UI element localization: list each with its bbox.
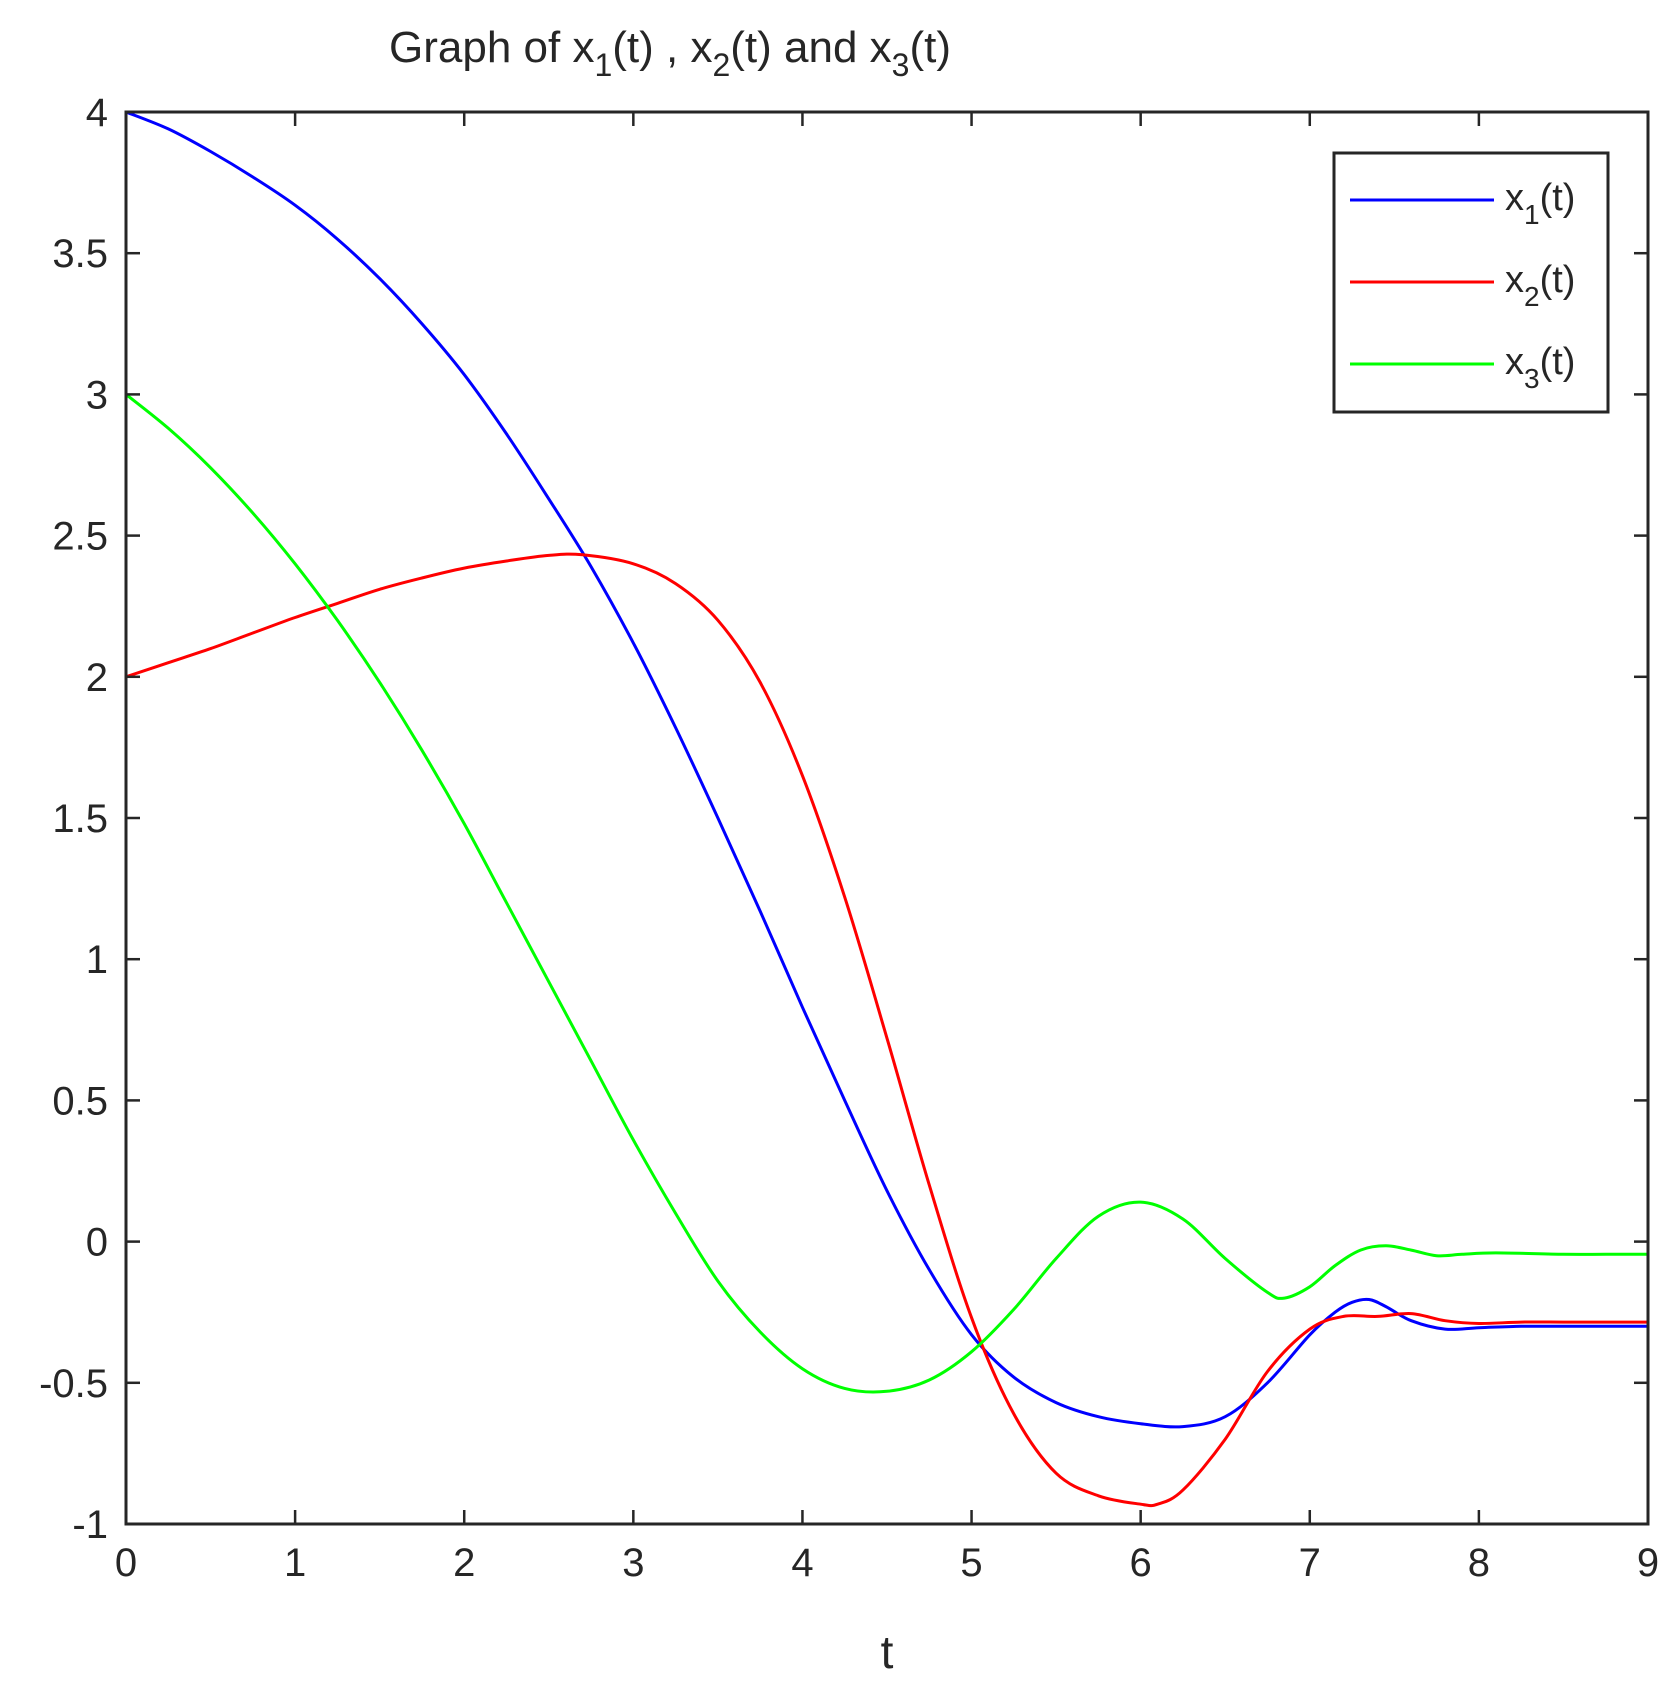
text-part: x xyxy=(1505,177,1524,219)
y-tick-label: 0.5 xyxy=(52,1079,108,1123)
x-tick-label: 1 xyxy=(284,1541,306,1585)
x-tick-label: 0 xyxy=(115,1541,137,1585)
subscript: 2 xyxy=(712,47,730,83)
y-tick-label: 2 xyxy=(86,656,108,700)
y-tick-label: -0.5 xyxy=(39,1362,108,1406)
y-axis-ticks: -1 -0.5 0 0.5 1 1.5 2 2.5 3 3.5 4 xyxy=(39,91,1648,1547)
chart-title: Graph of x1(t) , x2(t) and x3(t) xyxy=(389,23,951,83)
subscript: 1 xyxy=(1524,199,1540,230)
x-tick-label: 5 xyxy=(960,1541,982,1585)
plot-area: 0 1 2 3 4 5 6 7 8 9 -1 -0.5 0 0.5 1 1.5 2 2.5 3 3.5 4 xyxy=(39,91,1659,1585)
legend-item-3: x3(t) xyxy=(1350,341,1575,394)
y-tick-label: 3.5 xyxy=(52,232,108,276)
series-line-3 xyxy=(125,393,1648,1394)
subscript: 3 xyxy=(892,47,910,83)
y-tick-label: 1.5 xyxy=(52,797,108,841)
subscript: 3 xyxy=(1524,363,1540,394)
series-line-2 xyxy=(125,552,1648,1508)
y-tick-label: 1 xyxy=(86,938,108,982)
text-part: (t) xyxy=(1540,177,1576,219)
legend-label: x1(t) xyxy=(1505,177,1575,230)
series-line-1 xyxy=(125,110,1648,1429)
x-axis-label: t xyxy=(881,1626,894,1678)
x-tick-label: 8 xyxy=(1468,1541,1490,1585)
y-tick-label: -1 xyxy=(72,1503,108,1547)
subscript: 2 xyxy=(1524,281,1540,312)
text-part: (t) xyxy=(909,23,951,72)
x-tick-label: 2 xyxy=(453,1541,475,1585)
x-tick-label: 6 xyxy=(1130,1541,1152,1585)
y-tick-label: 2.5 xyxy=(52,515,108,559)
y-tick-label: 3 xyxy=(86,373,108,417)
x-tick-label: 4 xyxy=(791,1541,813,1585)
text-part: (t) xyxy=(1540,341,1576,383)
legend-label: x3(t) xyxy=(1505,341,1575,394)
text-part: (t) , x xyxy=(612,23,712,72)
legend-item-2: x2(t) xyxy=(1350,259,1575,312)
legend-item-1: x1(t) xyxy=(1350,177,1575,230)
x-axis-ticks: 0 1 2 3 4 5 6 7 8 9 xyxy=(115,112,1659,1585)
x-tick-label: 7 xyxy=(1299,1541,1321,1585)
y-tick-label: 4 xyxy=(86,91,108,135)
legend: x1(t)x2(t)x3(t) xyxy=(1332,151,1610,414)
text-part: (t) and x xyxy=(730,23,891,72)
legend-items: x1(t)x2(t)x3(t) xyxy=(1350,177,1575,394)
text-part: Graph of x xyxy=(389,23,594,72)
legend-label: x2(t) xyxy=(1505,259,1575,312)
series-layer xyxy=(125,110,1648,1508)
x-tick-label: 3 xyxy=(622,1541,644,1585)
text-part: x xyxy=(1505,259,1524,301)
text-part: (t) xyxy=(1540,259,1576,301)
x-tick-label: 9 xyxy=(1637,1541,1659,1585)
text-part: x xyxy=(1505,341,1524,383)
subscript: 1 xyxy=(594,47,612,83)
y-tick-label: 0 xyxy=(86,1221,108,1265)
